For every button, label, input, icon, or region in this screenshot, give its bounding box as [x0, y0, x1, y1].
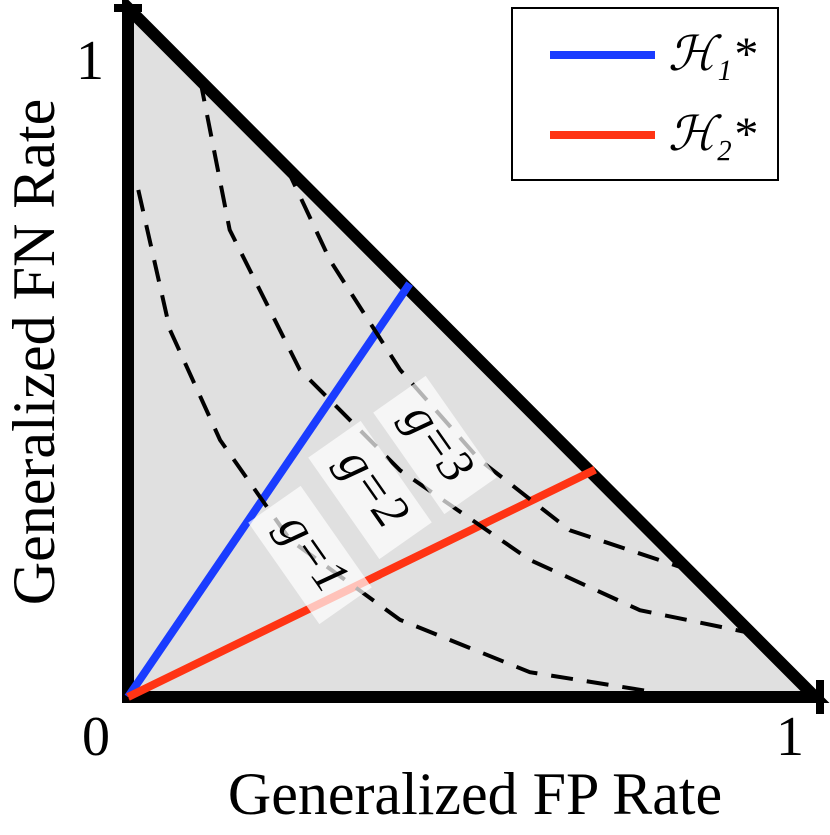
curve-label: g=3 [373, 375, 497, 515]
legend-label: ℋ₂* [668, 108, 756, 161]
y-tick-label: 1 [76, 30, 104, 92]
level-curve [136, 189, 656, 695]
x-tick-label: 0 [82, 706, 110, 768]
curve-label-box [248, 485, 372, 625]
legend [511, 7, 779, 181]
x-tick-label: 1 [776, 706, 804, 768]
curve-label-box [373, 375, 497, 515]
legend-label: ℋ₁* [668, 28, 756, 81]
series-line [124, 281, 413, 700]
y-axis-title: Generalized FN Rate [1, 99, 67, 605]
curve-label-box [308, 420, 432, 560]
x-axis-title: Generalized FP Rate [228, 761, 722, 827]
level-curve [198, 79, 761, 637]
